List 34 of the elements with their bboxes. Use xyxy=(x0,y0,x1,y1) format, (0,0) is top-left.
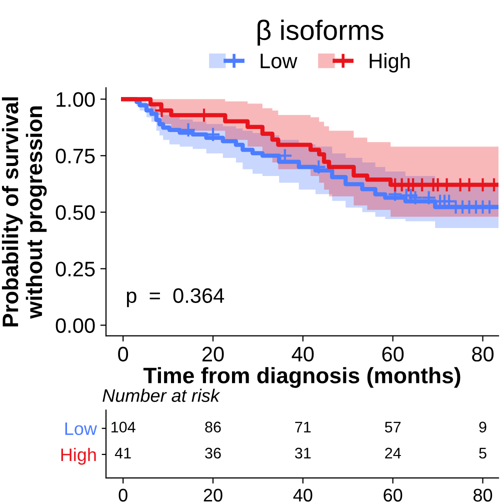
chart-title: Number at risk xyxy=(102,388,220,402)
data-label: 71 xyxy=(295,422,311,432)
data-label: 86 xyxy=(205,422,221,432)
x-tick-label: 80 xyxy=(472,346,494,362)
y-tick-label: 0.50 xyxy=(56,205,95,220)
x-tick-label: 20 xyxy=(204,488,222,502)
y-tick-label: 0.00 xyxy=(56,318,95,333)
x-axis-title: Time from diagnosis (months) xyxy=(143,367,460,388)
x-tick-label: 60 xyxy=(382,346,404,362)
x-tick-label: 40 xyxy=(292,346,314,362)
legend-label: High xyxy=(370,53,410,72)
y-tick-label: 0.25 xyxy=(56,262,95,276)
chart-title: β isoforms xyxy=(258,20,384,46)
y-tick-label: High xyxy=(61,448,96,465)
data-label: 57 xyxy=(384,422,401,432)
data-label: 31 xyxy=(295,448,311,459)
data-label: 5 xyxy=(479,448,486,459)
legend-label: Low xyxy=(260,54,298,68)
data-label: 36 xyxy=(205,448,221,459)
y-tick-label: 1.00 xyxy=(56,92,95,107)
x-tick-label: 60 xyxy=(384,488,402,502)
x-tick-label: 20 xyxy=(202,346,224,362)
y-tick-label: Low xyxy=(65,422,98,436)
y-tick-label: 0.75 xyxy=(56,148,95,164)
x-tick-label: 40 xyxy=(293,488,312,502)
annotation: p = 0.364 xyxy=(126,288,224,308)
data-label: 41 xyxy=(114,448,131,458)
x-tick-label: 0 xyxy=(118,488,128,502)
y-axis-title: Probability of survival without progression xyxy=(2,97,47,326)
x-tick-label: 80 xyxy=(474,488,492,502)
data-label: 104 xyxy=(112,422,136,432)
data-label: 9 xyxy=(479,422,486,432)
data-label: 24 xyxy=(385,448,401,458)
x-tick-label: 0 xyxy=(118,346,128,362)
